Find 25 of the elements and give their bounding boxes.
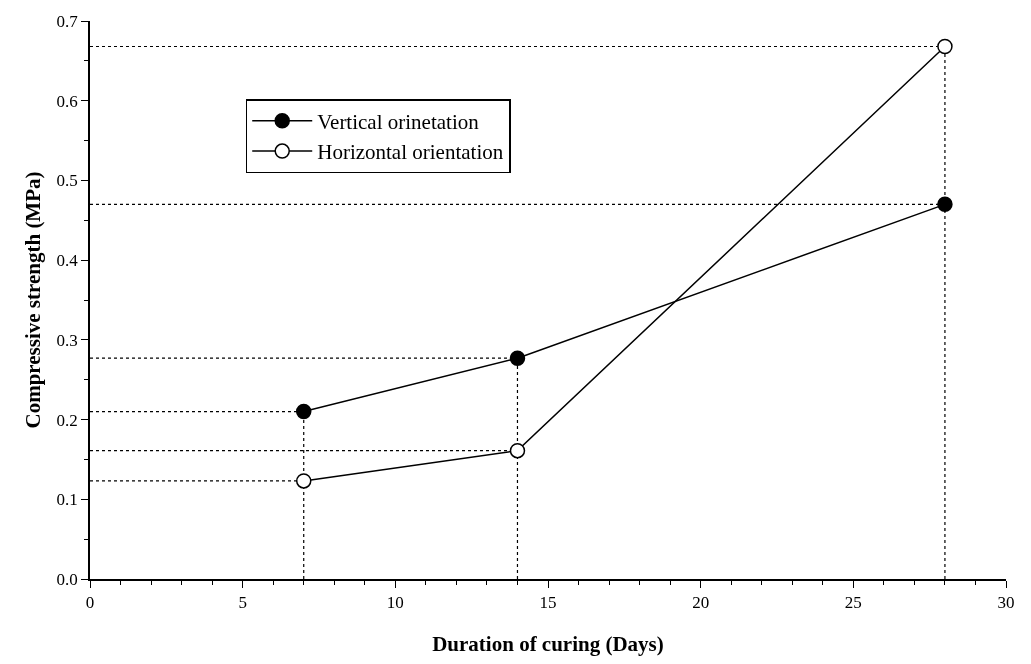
x-tick-label: 15 xyxy=(539,593,557,613)
x-tick-label: 30 xyxy=(997,593,1015,613)
x-tick-label: 20 xyxy=(692,593,710,613)
point xyxy=(295,473,312,489)
y-tick-label: 0.0 xyxy=(56,569,78,589)
point xyxy=(295,403,312,420)
x-tick-label: 5 xyxy=(238,593,247,613)
x-tick-label: 10 xyxy=(386,593,404,613)
point xyxy=(509,350,526,366)
x-tick-label: 0 xyxy=(85,593,95,613)
x-axis-title: Duration of curing (Days) xyxy=(432,631,664,656)
y-tick-label: 0.5 xyxy=(56,171,78,191)
y-axis-title: Compressive strength (MPa) xyxy=(21,171,46,429)
x-tick-label: 25 xyxy=(844,593,862,613)
point xyxy=(937,38,953,55)
point xyxy=(509,442,526,459)
point xyxy=(937,196,953,213)
y-tick-label: 0.7 xyxy=(56,11,79,31)
y-tick-label: 0.6 xyxy=(56,91,78,111)
y-tick-label: 0.2 xyxy=(56,410,78,430)
y-tick-label: 0.3 xyxy=(56,330,78,350)
legend-label: Horizontal orientation xyxy=(317,140,504,165)
y-tick-label: 0.1 xyxy=(56,490,78,510)
legend-label: Vertical orinetation xyxy=(317,109,480,134)
y-tick-label: 0.4 xyxy=(56,251,79,271)
